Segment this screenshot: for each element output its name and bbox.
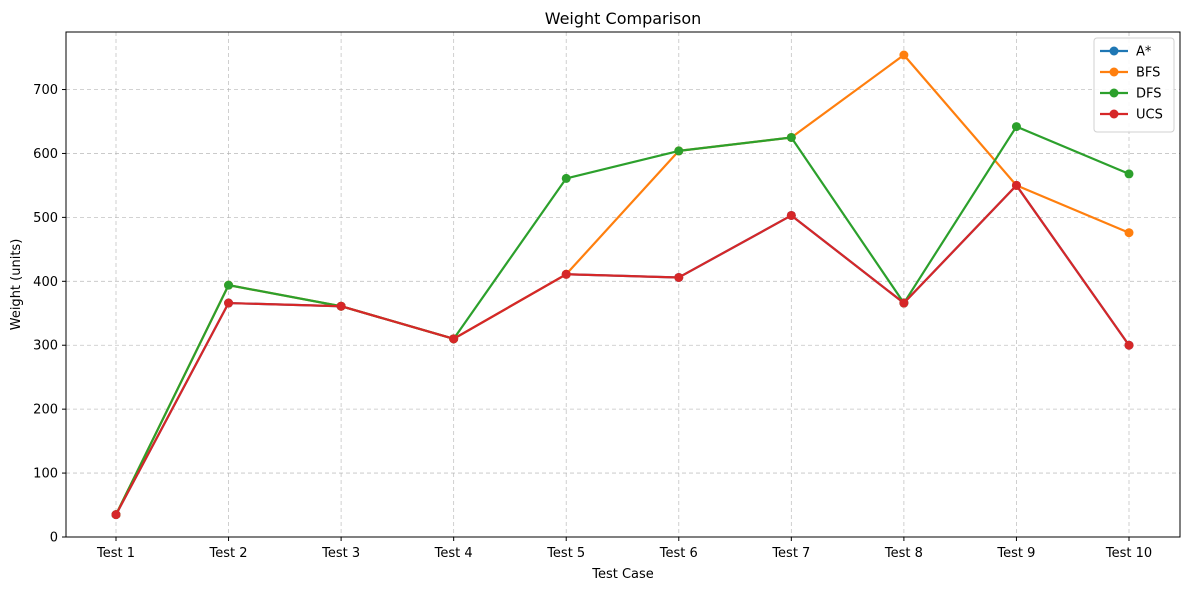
y-tick-label: 300 (33, 339, 58, 354)
data-point (899, 298, 909, 308)
y-tick-label: 0 (50, 531, 58, 546)
data-point (1124, 340, 1134, 350)
plot-frame (65, 31, 1181, 538)
y-tick-label: 100 (33, 467, 58, 482)
data-point (1011, 122, 1021, 132)
data-point (561, 269, 571, 279)
data-point (111, 510, 121, 520)
x-tick-label: Test 5 (546, 546, 585, 561)
data-point (786, 132, 796, 142)
legend: A* BFS DFS UCS (1093, 37, 1175, 133)
x-tick-label: Test 8 (884, 546, 923, 561)
legend-marker (1109, 67, 1119, 77)
x-axis-title: Test Case (591, 567, 654, 582)
legend-label: BFS (1136, 66, 1160, 81)
x-tick-label: Test 3 (321, 546, 360, 561)
legend-marker (1109, 109, 1119, 119)
x-tick-label: Test 6 (659, 546, 698, 561)
data-point (1124, 228, 1134, 238)
data-point (674, 272, 684, 282)
series-line (115, 125, 1130, 516)
data-point (449, 334, 459, 344)
x-tick-label: Test 9 (996, 546, 1035, 561)
x-tick-label: Test 4 (434, 546, 473, 561)
legend-box (1093, 37, 1175, 133)
legend-entry: BFS (1100, 66, 1160, 81)
chart-title: Weight Comparison (545, 9, 702, 28)
data-point (224, 298, 234, 308)
legend-label: A* (1136, 45, 1152, 60)
data-point (1011, 180, 1021, 190)
data-point (224, 280, 234, 290)
data-point (561, 173, 571, 183)
legend-entry: A* (1100, 45, 1152, 60)
series-line (115, 184, 1130, 516)
y-axis-title: Weight (units) (9, 239, 24, 331)
y-tick-label: 500 (33, 211, 58, 226)
y-axis: 0 100 200 300 400 500 600 700 (33, 83, 66, 546)
data-point (786, 210, 796, 220)
legend-marker (1109, 46, 1119, 56)
y-tick-label: 200 (33, 403, 58, 418)
x-tick-label: Test 1 (96, 546, 135, 561)
data-point (674, 146, 684, 156)
legend-label: UCS (1136, 108, 1163, 123)
x-tick-label: Test 10 (1105, 546, 1152, 561)
legend-entry: UCS (1100, 108, 1163, 123)
legend-entry: DFS (1100, 87, 1162, 102)
y-tick-label: 700 (33, 83, 58, 98)
y-tick-label: 600 (33, 147, 58, 162)
legend-marker (1109, 88, 1119, 98)
data-point (899, 50, 909, 60)
y-tick-label: 400 (33, 275, 58, 290)
data-point (1124, 169, 1134, 179)
series-ucs (111, 180, 1134, 520)
data-point (336, 301, 346, 311)
x-tick-label: Test 7 (771, 546, 810, 561)
x-tick-label: Test 2 (209, 546, 248, 561)
legend-label: DFS (1136, 87, 1162, 102)
series-group (111, 50, 1134, 520)
x-axis: Test 1 Test 2 Test 3 Test 4 Test 5 Test 6 Test… (96, 537, 1152, 561)
